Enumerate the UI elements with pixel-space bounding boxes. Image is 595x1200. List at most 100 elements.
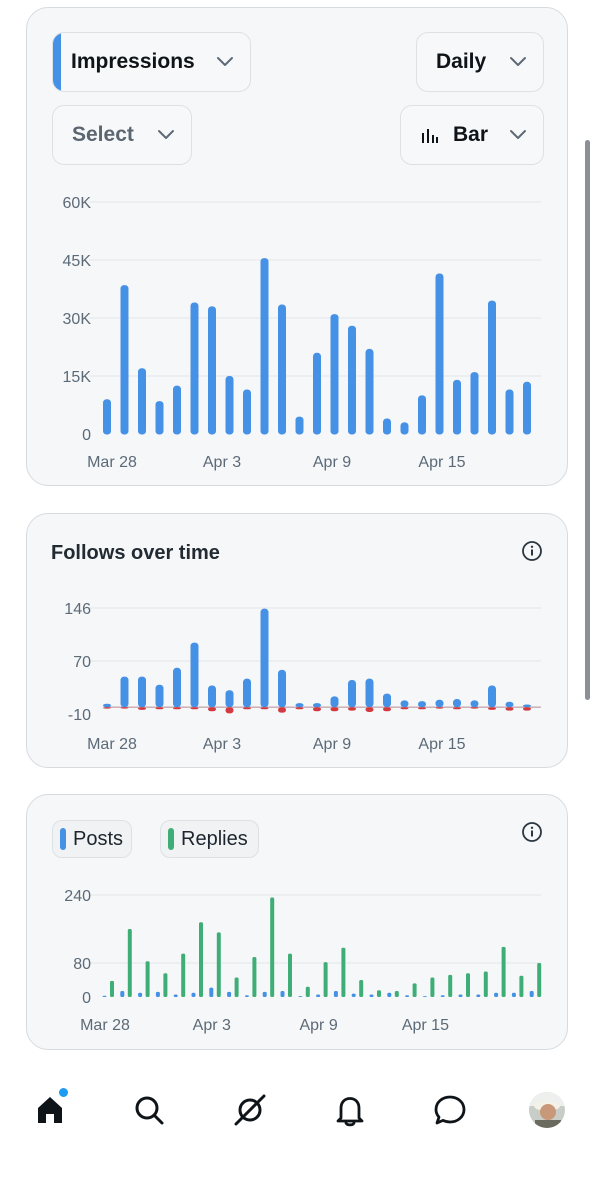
lost-follows-bar <box>260 707 269 710</box>
lost-follows-bar <box>400 707 409 710</box>
posts-bar <box>244 995 249 997</box>
posts-bar <box>422 996 427 997</box>
posts-bar <box>120 991 125 997</box>
gained-follows-bar <box>418 701 426 708</box>
impressions-bar <box>453 379 461 435</box>
chevron-down-icon <box>509 129 527 141</box>
impressions-bar <box>243 389 251 435</box>
follows-chart: 146 70 -10 Mar 28 Apr 3 Apr 9 Apr 15 <box>64 601 541 753</box>
impressions-bar <box>173 385 181 435</box>
legend-posts-chip[interactable]: Posts <box>52 820 132 858</box>
impressions-bar <box>295 416 304 435</box>
lost-follows-bar <box>505 707 514 711</box>
lost-follows-bar <box>190 707 199 710</box>
legend-replies-label: Replies <box>181 827 248 850</box>
scrollbar[interactable] <box>585 140 590 700</box>
x-tick-label: Apr 15 <box>418 736 465 753</box>
posts-bar <box>476 994 481 997</box>
impressions-card: Impressions Daily Select Bar 60K 45K 30K 15… <box>26 7 568 486</box>
avatar <box>529 1092 565 1128</box>
period-dropdown-label: Daily <box>436 50 487 73</box>
gained-follows-bar <box>313 703 321 708</box>
grok-icon[interactable] <box>230 1090 270 1130</box>
messages-icon[interactable] <box>430 1090 470 1130</box>
posts-bar <box>511 992 516 997</box>
posts-bar <box>333 991 338 997</box>
posts-bar <box>458 994 463 997</box>
info-icon[interactable] <box>521 821 543 843</box>
gained-follows-bar <box>295 703 304 708</box>
posts-bar <box>209 987 214 997</box>
posts-bar <box>155 991 160 997</box>
posts-card: Posts Replies 240 80 0 Mar 28 Apr 3 Apr 9 Apr … <box>26 794 568 1050</box>
posts-bar <box>227 991 232 997</box>
y-tick-label: 15K <box>63 369 92 386</box>
posts-bar <box>494 992 499 997</box>
metric-dropdown[interactable]: Impressions <box>52 32 251 92</box>
x-tick-label: Apr 3 <box>193 1017 231 1034</box>
replies-bar <box>199 922 203 997</box>
replies-color-swatch <box>168 828 174 850</box>
profile-avatar[interactable] <box>527 1090 567 1130</box>
gained-follows-bar <box>225 690 234 708</box>
posts-bar <box>316 994 321 997</box>
gained-follows-bar <box>260 608 269 708</box>
replies-bar <box>234 977 239 997</box>
posts-bar <box>102 995 107 997</box>
x-tick-label: Apr 9 <box>313 736 351 753</box>
lost-follows-bar <box>348 707 356 711</box>
info-icon[interactable] <box>521 540 543 562</box>
replies-bar <box>412 983 417 997</box>
posts-chart: 240 80 0 Mar 28 Apr 3 Apr 9 Apr 15 <box>64 888 542 1034</box>
gained-follows-bar <box>383 693 391 708</box>
lost-follows-bar <box>208 707 216 712</box>
impressions-bar <box>488 300 496 435</box>
period-dropdown[interactable]: Daily <box>416 32 544 92</box>
bar-chart-icon <box>421 127 439 143</box>
posts-bar <box>173 994 178 997</box>
impressions-bar <box>365 348 374 435</box>
lost-follows-bar <box>488 707 496 710</box>
x-tick-label: Apr 3 <box>203 736 241 753</box>
follows-card: Follows over time 146 70 -10 Mar 28 Apr 3 Apr… <box>26 513 568 768</box>
gained-follows-bar <box>435 699 444 708</box>
bottom-nav <box>0 1078 595 1148</box>
replies-bar <box>216 932 221 997</box>
lost-follows-bar <box>155 707 164 710</box>
x-tick-label: Apr 9 <box>299 1017 337 1034</box>
lost-follows-bar <box>103 707 111 709</box>
impressions-bar <box>418 395 426 435</box>
replies-bar <box>430 977 435 997</box>
replies-bar <box>448 974 453 997</box>
impressions-bar <box>120 285 129 435</box>
legend-replies-chip[interactable]: Replies <box>160 820 259 858</box>
impressions-bar <box>505 389 514 435</box>
gained-follows-bar <box>208 685 216 708</box>
replies-bar <box>252 957 257 997</box>
y-tick-label: 45K <box>63 253 92 270</box>
replies-bar <box>483 971 488 997</box>
compare-dropdown-label: Select <box>72 123 134 146</box>
posts-bar <box>351 993 356 997</box>
chart-type-dropdown[interactable]: Bar <box>400 105 544 165</box>
impressions-bar <box>155 401 164 435</box>
gained-follows-bar <box>173 667 181 708</box>
replies-bar <box>288 953 292 997</box>
gained-follows-bar <box>453 699 461 708</box>
posts-bar <box>138 992 143 997</box>
x-tick-label: Apr 3 <box>203 454 241 471</box>
posts-bar <box>387 992 392 997</box>
search-icon[interactable] <box>129 1090 169 1130</box>
compare-dropdown[interactable]: Select <box>52 105 192 165</box>
gained-follows-bar <box>365 678 374 708</box>
bell-icon[interactable] <box>330 1090 370 1130</box>
gained-follows-bar <box>103 703 111 708</box>
metric-dropdown-label: Impressions <box>71 50 195 73</box>
lost-follows-bar <box>453 707 461 710</box>
posts-color-swatch <box>60 828 66 850</box>
gained-follows-bar <box>400 700 409 708</box>
posts-bar <box>191 992 196 997</box>
posts-bar <box>280 991 285 997</box>
home-icon[interactable] <box>30 1090 70 1130</box>
impressions-bar <box>260 258 269 435</box>
